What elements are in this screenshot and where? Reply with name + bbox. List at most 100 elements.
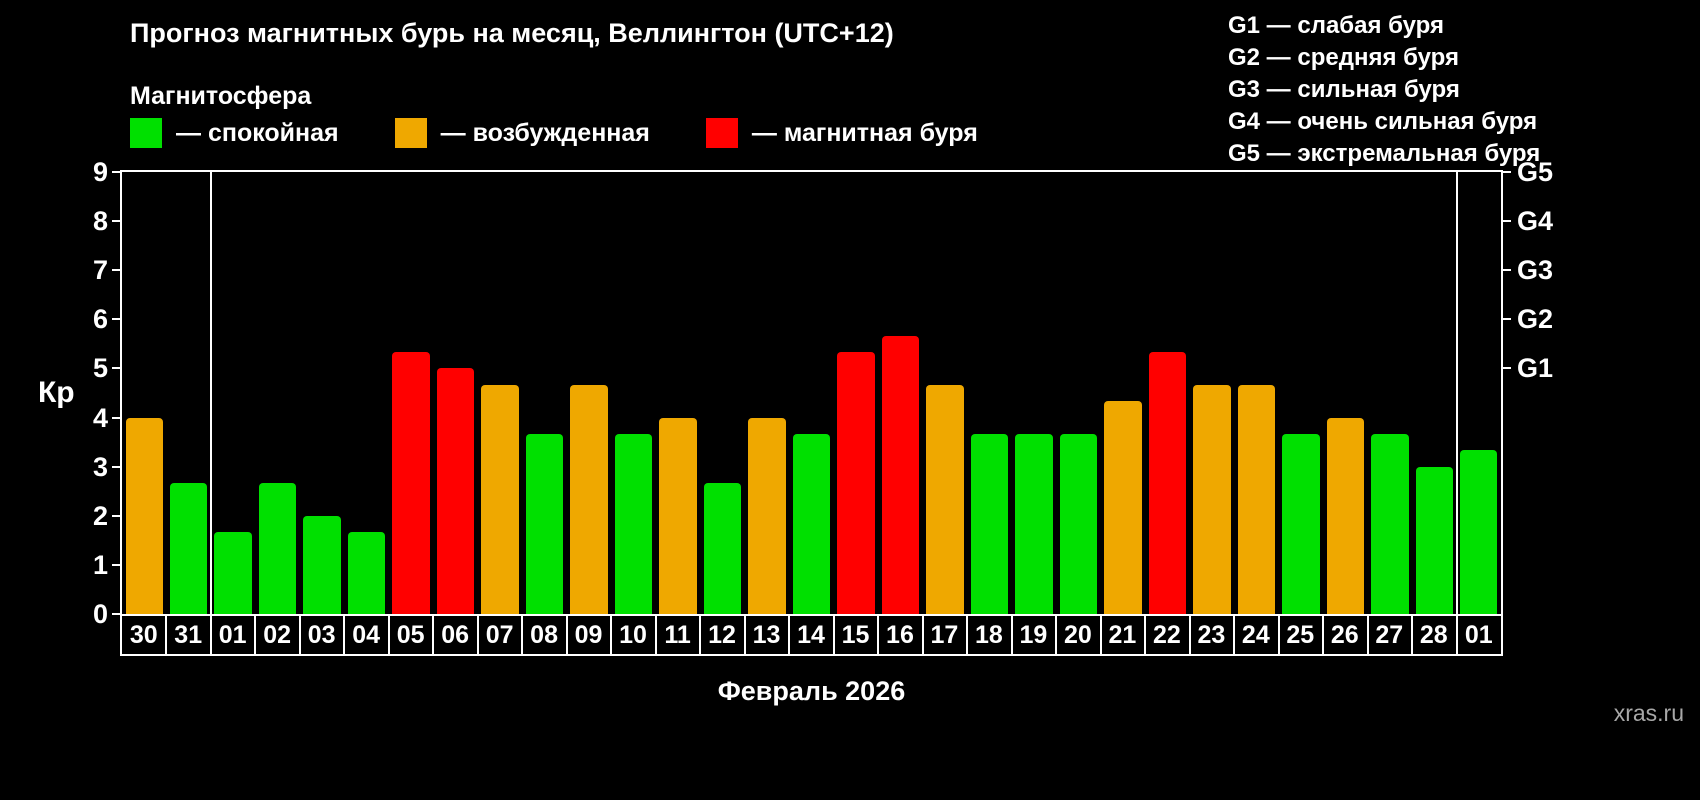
legend-item-excited: — возбужденная [394,118,650,148]
day-label-30: 01 [1464,621,1493,649]
g-legend-line-5: G5 — экстремальная буря [1228,140,1541,167]
month-separator [209,172,212,614]
bar-day-07-8 [481,384,519,614]
rtick-G3: G3 [1517,255,1554,286]
day-label-13: 12 [700,616,746,654]
ytick-6: 6 [92,304,108,335]
bar-day-09-10 [570,384,608,614]
magnetosphere-legend: — спокойная — возбужденная — магнитная бур… [130,118,978,148]
day-axis-row: 30 31 01 02 03 04 05 06 07 08 09 10 11 12 13 14 15 16 17 18… [120,614,1503,656]
g-legend-line-3: G3 — сильная буря [1228,76,1460,103]
day-label-12: 11 [656,616,702,654]
month-separator [1455,172,1458,614]
bar-day-14-15 [792,433,831,614]
ytick-mark-5 [112,367,120,370]
rtick-G5: G5 [1517,157,1554,187]
rtick-mark-G4 [1503,220,1511,223]
day-label-15: 14 [789,616,835,654]
bar-day-21-22 [1104,401,1142,614]
bar-day-18-19 [970,433,1009,614]
ytick-3: 3 [92,451,108,482]
bar-day-20-21 [1059,433,1098,614]
day-label-20: 19 [1012,616,1058,654]
legend-label-quiet: — спокойная [176,118,339,147]
day-label-22: 21 [1101,616,1147,654]
ytick-9: 9 [92,157,108,187]
magnetosphere-label: Магнитосфера [130,82,312,110]
rtick-G1: G1 [1517,353,1554,384]
day-label-3: 02 [255,616,301,654]
bar-day-24-25 [1237,384,1276,614]
g-scale-legend: G1 — слабая буря G2 — средняя буря G3 — си… [1228,10,1540,170]
day-label-24: 23 [1190,616,1236,654]
bar-day-15-16 [837,352,875,614]
rtick-mark-G3 [1503,269,1511,272]
day-label-28: 27 [1368,616,1414,654]
legend-item-quiet: — спокойная [130,118,339,148]
watermark: xras.ru [1613,700,1684,726]
day-label-11: 10 [611,616,657,654]
bar-day-17-18 [926,384,964,614]
bar-day-19-20 [1015,433,1053,614]
bar-day-11-12 [659,417,697,614]
bar-day-12-13 [703,482,742,614]
ytick-5: 5 [92,353,108,384]
day-label-5: 04 [344,616,390,654]
ytick-2: 2 [92,500,108,531]
bar-day-06-7 [436,368,475,614]
bar-day-26-27 [1326,417,1365,614]
bar-day-16-17 [881,335,920,614]
ytick-mark-9 [112,171,120,173]
month-label: Февраль 2026 [717,676,906,706]
bar-day-25-26 [1282,433,1320,614]
g-legend-line-1: G1 — слабая буря [1228,12,1445,39]
ytick-mark-2 [112,514,120,517]
bar-day-01-2 [214,532,252,614]
ytick-mark-3 [112,465,120,468]
day-label-19: 18 [967,616,1013,654]
legend-label-excited: — возбужденная [440,118,650,147]
ytick-0: 0 [92,599,108,629]
bar-day-04-5 [347,532,386,614]
bar-day-02-3 [258,482,297,614]
day-label-10: 09 [567,616,613,654]
bar-day-05-6 [392,352,430,614]
day-label-6: 05 [389,616,435,654]
rtick-mark-G5 [1503,171,1511,173]
bar-day-01-30 [1460,450,1498,614]
day-label-26: 25 [1279,616,1325,654]
day-label-29: 28 [1412,616,1458,654]
bar-day-13-14 [748,417,786,614]
day-label-2: 01 [211,616,257,654]
legend-swatch-excited [394,118,427,148]
legend-label-storm: — магнитная буря [751,118,978,147]
day-label-1: 31 [166,616,212,654]
day-label-7: 06 [433,616,479,654]
legend-swatch-quiet [130,118,162,148]
ytick-4: 4 [92,402,108,433]
ytick-8: 8 [92,206,108,237]
day-label-18: 17 [923,616,969,654]
rtick-G2: G2 [1517,304,1554,335]
rtick-mark-G1 [1503,367,1511,370]
day-label-9: 08 [522,616,568,654]
rtick-G4: G4 [1517,206,1554,237]
bar-day-27-28 [1371,433,1409,614]
rtick-mark-G2 [1503,318,1511,321]
ytick-1: 1 [92,549,108,580]
bar-day-28-29 [1415,466,1453,614]
ytick-mark-0 [112,613,120,615]
bar-day-30-0 [125,417,163,614]
bar-day-08-9 [525,433,564,614]
y-axis-title: Кр [38,376,75,409]
day-label-14: 13 [745,616,791,654]
bar-day-03-4 [303,515,341,614]
bar-day-31-1 [169,482,208,614]
ytick-mark-8 [112,220,120,223]
day-label-4: 03 [300,616,346,654]
day-label-8: 07 [478,616,524,654]
legend-swatch-storm [705,118,738,148]
ytick-mark-4 [112,416,120,419]
ytick-7: 7 [92,255,108,286]
